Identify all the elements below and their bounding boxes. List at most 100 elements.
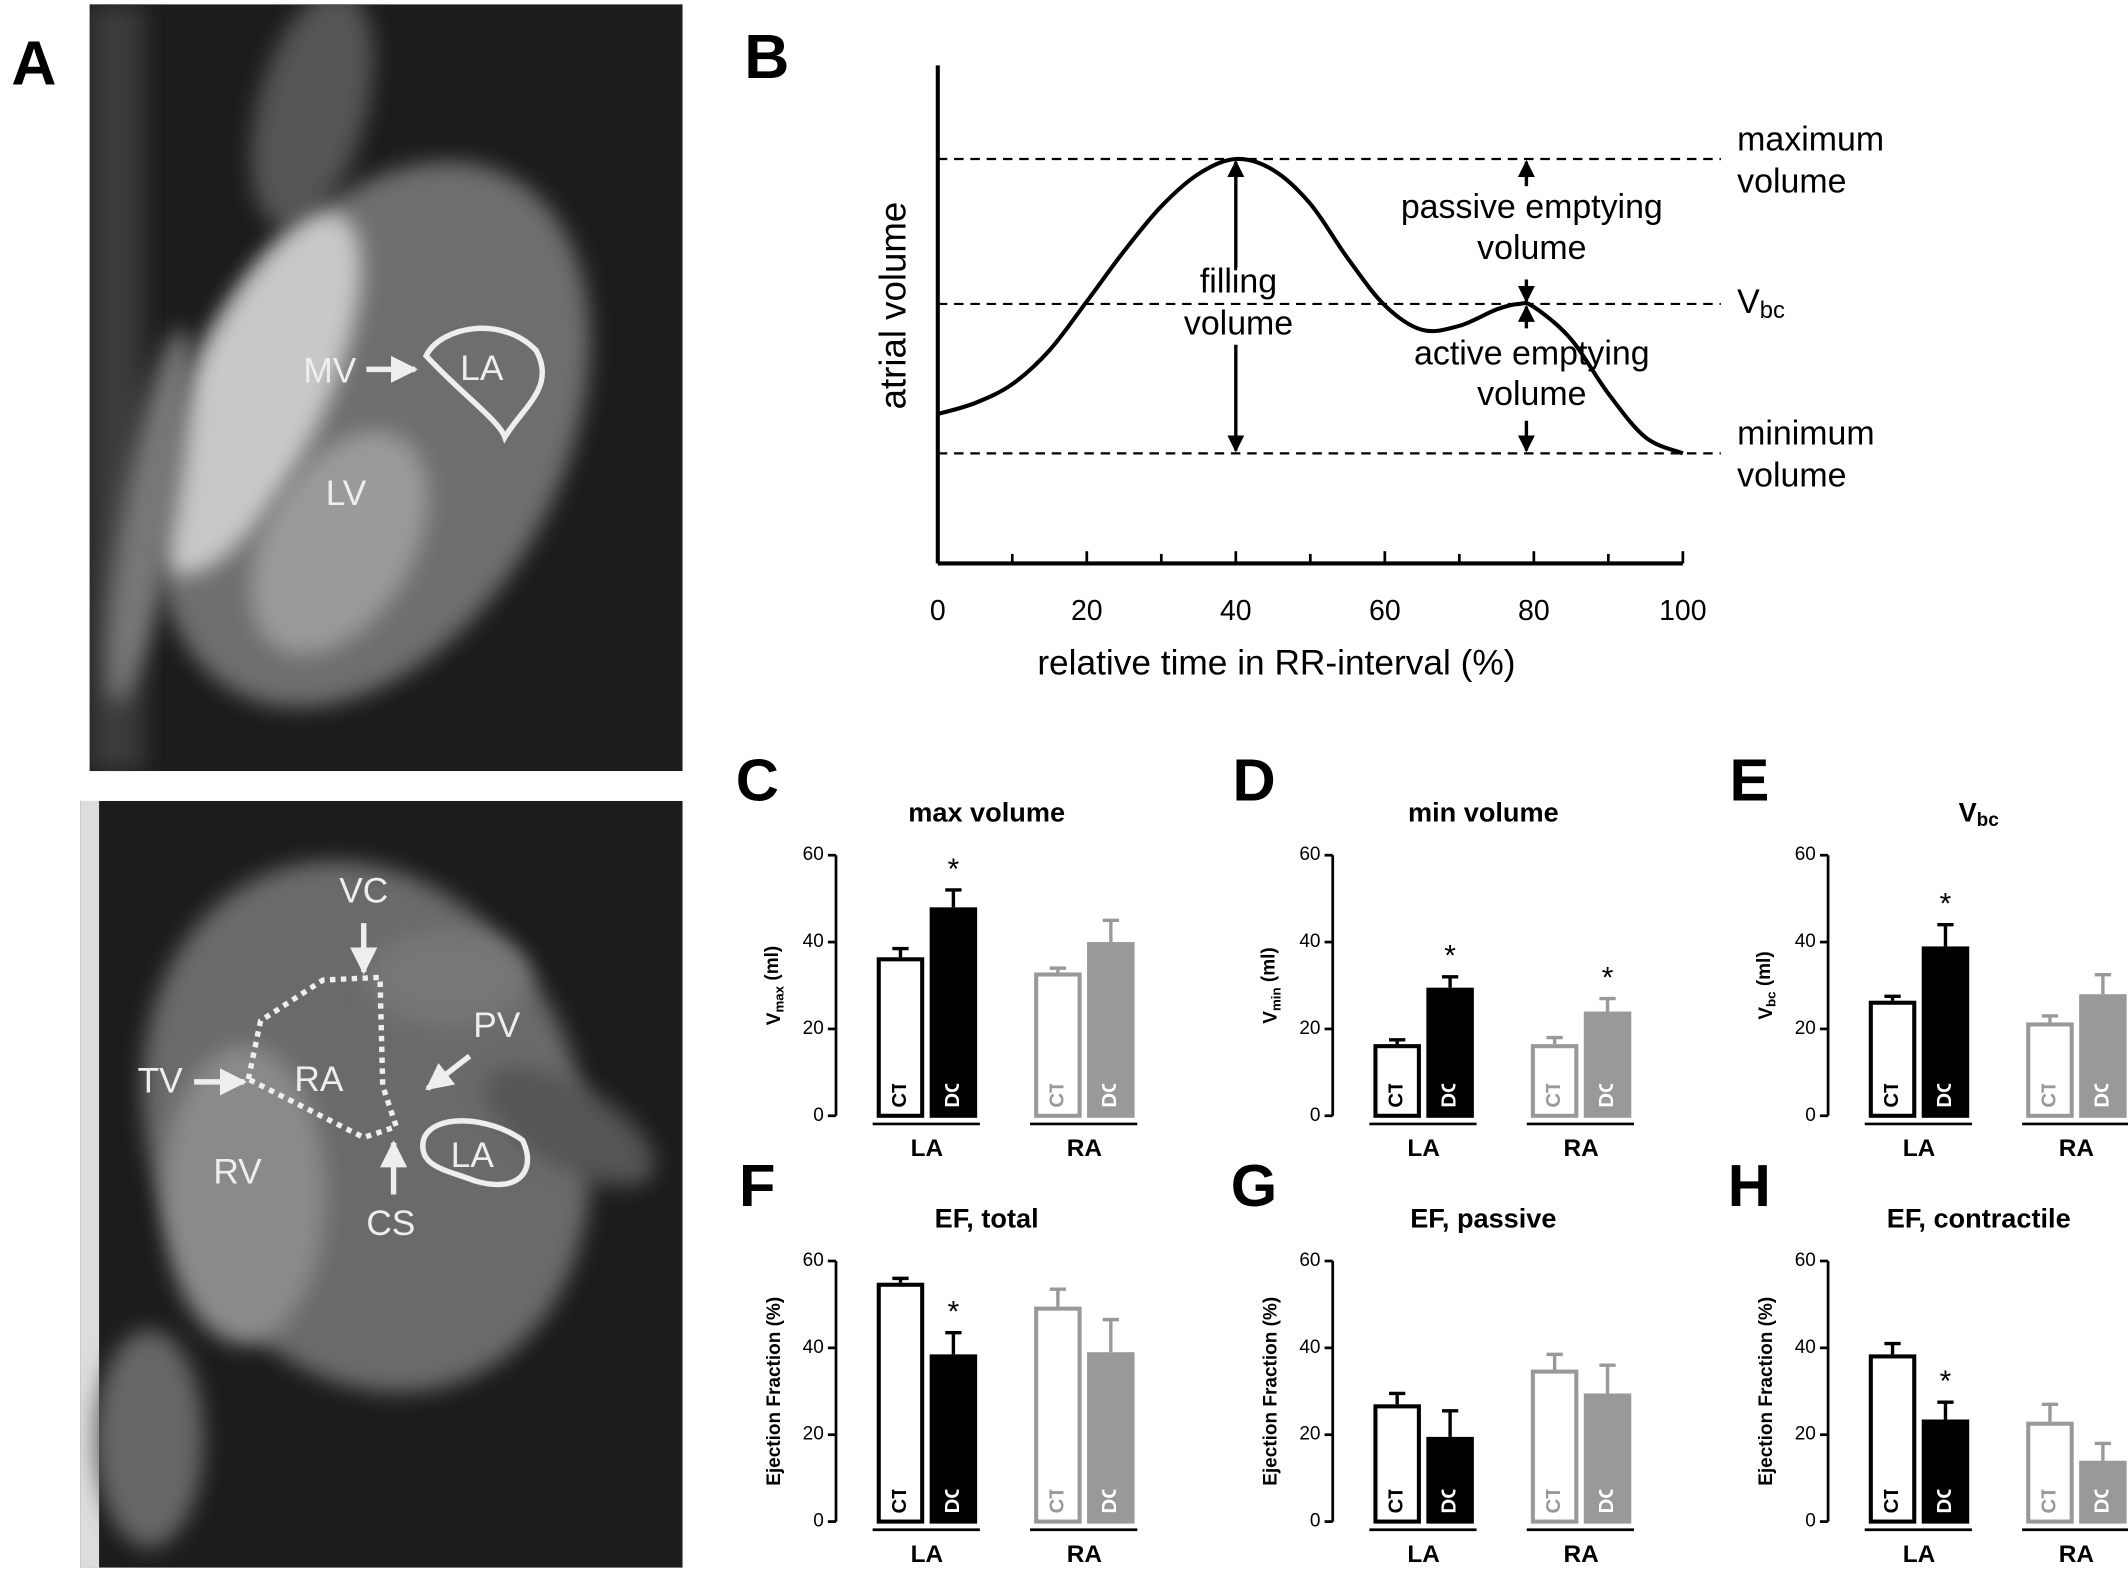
text-part: V <box>1737 283 1760 321</box>
annotation: volume <box>1477 375 1586 413</box>
x-tick-label: RA <box>1067 1541 1102 1568</box>
bar <box>1530 1044 1579 1118</box>
bar <box>2026 1421 2074 1524</box>
y-tick-label: 20 <box>803 1018 824 1039</box>
significance-marker: * <box>1940 1365 1952 1398</box>
y-tick-label: 0 <box>1805 1105 1816 1126</box>
panel-label: E <box>1729 746 1769 813</box>
chart-title: min volume <box>1408 797 1559 828</box>
bar <box>1034 1306 1082 1524</box>
y-tick-label: 0 <box>813 1511 824 1532</box>
legend-label: CTRL <box>1881 1053 1903 1107</box>
legend-label: DOCA <box>1934 1047 1956 1107</box>
legend-label: DOCA <box>2091 1453 2113 1513</box>
image-label: RA <box>294 1060 343 1099</box>
text-part: min volume <box>1408 797 1559 828</box>
text-part: min <box>1268 987 1283 1011</box>
y-axis-label: Vbc (ml) <box>1754 951 1778 1019</box>
annotation: active emptying <box>1414 334 1650 372</box>
annotation: passive emptying <box>1401 188 1663 226</box>
image-label: RV <box>213 1152 262 1191</box>
text-part: (ml) <box>1754 951 1775 991</box>
text-part: max <box>771 985 786 1012</box>
annotation: volume <box>1477 229 1586 267</box>
x-tick-label: LA <box>1407 1541 1440 1568</box>
panel-label: H <box>1728 1152 1771 1219</box>
significance-marker: * <box>948 1296 960 1329</box>
legend-label: DOCA <box>1099 1453 1121 1513</box>
legend-label: DOCA <box>1934 1453 1956 1513</box>
y-tick-label: 40 <box>1795 1337 1816 1358</box>
text-part: max volume <box>908 797 1065 828</box>
y-tick-label: 0 <box>1310 1511 1321 1532</box>
text-part: V <box>1261 1011 1282 1024</box>
text-part: Ejection Fraction (%) <box>764 1297 785 1486</box>
y-axis-label: Vmax (ml) <box>762 946 786 1025</box>
text-part: Ejection Fraction (%) <box>1261 1297 1282 1486</box>
text-part: bc <box>1763 991 1778 1007</box>
legend-label: DOCA <box>942 1453 964 1513</box>
y-tick-label: 60 <box>1299 844 1320 865</box>
legend-label: CTRL <box>1046 1053 1068 1107</box>
y-tick-label: 40 <box>1299 931 1320 952</box>
image-label: LA <box>460 349 504 388</box>
legend-label: CTRL <box>1543 1053 1565 1107</box>
bar <box>1034 972 1082 1118</box>
image-label: PV <box>473 1006 521 1045</box>
x-tick-label: LA <box>1903 1135 1936 1162</box>
chart-title: Vbc <box>1959 797 2000 831</box>
curve <box>937 156 1684 456</box>
significance-marker: * <box>1940 888 1952 921</box>
x-tick-label: LA <box>1903 1541 1936 1568</box>
text-part: bc <box>1760 298 1785 325</box>
y-axis-label: Ejection Fraction (%) <box>1261 1297 1282 1486</box>
y-tick-label: 60 <box>1795 1250 1816 1271</box>
y-axis-label: Ejection Fraction (%) <box>1756 1297 1777 1486</box>
bar <box>2079 994 2127 1118</box>
y-tick-label: 20 <box>1299 1018 1320 1039</box>
x-tick-label: 80 <box>1518 595 1550 627</box>
y-tick-label: 60 <box>803 1250 824 1271</box>
text-part: Ejection Fraction (%) <box>1756 1297 1777 1486</box>
x-tick-label: 60 <box>1369 595 1401 627</box>
bar <box>1583 1011 1632 1118</box>
bar <box>876 957 925 1118</box>
legend-label: CTRL <box>889 1459 911 1513</box>
chart-title: EF, total <box>935 1202 1039 1233</box>
y-tick-label: 40 <box>803 931 824 952</box>
mri-top <box>89 4 683 772</box>
bar <box>1426 1436 1474 1524</box>
chart-title: max volume <box>908 797 1065 828</box>
y-tick-label: 40 <box>803 1337 824 1358</box>
legend-label: CTRL <box>2038 1459 2060 1513</box>
image-label: LV <box>326 474 367 513</box>
legend-label: DOCA <box>1099 1047 1121 1107</box>
y-tick-label: 0 <box>1310 1105 1321 1126</box>
y-tick-label: 60 <box>1795 844 1816 865</box>
bar <box>2079 1460 2127 1524</box>
panel-label: A <box>11 29 56 99</box>
text-part: V <box>1756 1007 1777 1020</box>
chart-title: EF, passive <box>1410 1202 1556 1233</box>
significance-marker: * <box>1444 940 1456 973</box>
bar <box>1373 1044 1421 1118</box>
annotation: volume <box>1737 162 1846 200</box>
bar <box>1373 1404 1421 1524</box>
bar <box>1426 987 1474 1118</box>
y-axis-label: Ejection Fraction (%) <box>764 1297 785 1486</box>
y-tick-label: 20 <box>803 1424 824 1445</box>
legend-label: DOCA <box>942 1047 964 1107</box>
y-tick-label: 40 <box>1795 931 1816 952</box>
legend-label: CTRL <box>889 1053 911 1107</box>
y-tick-label: 0 <box>1805 1511 1816 1532</box>
mri-bottom <box>80 800 683 1568</box>
bar <box>929 907 978 1118</box>
bar <box>1921 1419 1970 1524</box>
x-tick-label: RA <box>2059 1541 2094 1568</box>
legend-label: CTRL <box>1046 1459 1068 1513</box>
panel-label: F <box>739 1152 775 1219</box>
y-tick-label: 60 <box>803 844 824 865</box>
legend-label: CTRL <box>1543 1459 1565 1513</box>
bar <box>1530 1369 1579 1524</box>
